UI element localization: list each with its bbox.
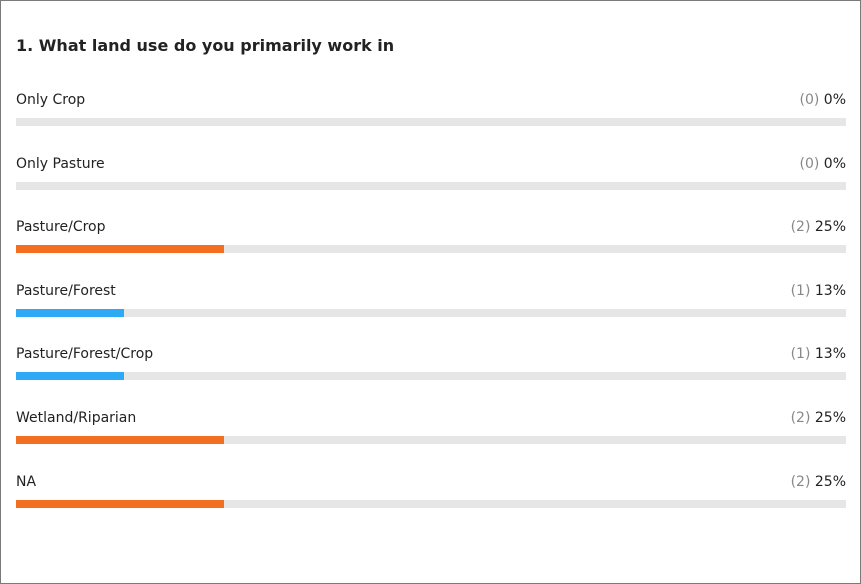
result-bar-fill: [16, 245, 224, 253]
result-bar-fill: [16, 372, 124, 380]
option-label: Wetland/Riparian: [16, 410, 137, 426]
option-percent: 0%: [823, 156, 846, 172]
option-stats: (0) 0%: [799, 92, 846, 108]
option-count: (0): [799, 156, 820, 172]
option-label: Pasture/Crop: [16, 219, 106, 235]
option-percent: 25%: [814, 474, 846, 490]
option-label: Only Crop: [16, 92, 86, 108]
option-count: (1): [790, 346, 811, 362]
option-label: Pasture/Forest/Crop: [16, 346, 154, 362]
option-label: Only Pasture: [16, 156, 105, 172]
option-row-only-pasture: Only Pasture (0) 0%: [16, 156, 846, 196]
option-percent: 25%: [814, 410, 846, 426]
question-title: 1. What land use do you primarily work i…: [16, 36, 395, 55]
option-count: (2): [790, 474, 811, 490]
option-row-pasture-forest: Pasture/Forest (1) 13%: [16, 283, 846, 323]
result-bar-track: [16, 182, 846, 190]
option-label: Pasture/Forest: [16, 283, 116, 299]
option-stats: (2) 25%: [791, 474, 846, 490]
option-count: (2): [790, 410, 811, 426]
option-percent: 13%: [814, 283, 846, 299]
option-row-pasture-crop: Pasture/Crop (2) 25%: [16, 219, 846, 259]
option-row-pasture-forest-crop: Pasture/Forest/Crop (1) 13%: [16, 346, 846, 386]
result-bar-track: [16, 309, 846, 317]
option-stats: (1) 13%: [791, 283, 846, 299]
option-stats: (2) 25%: [791, 219, 846, 235]
option-label: NA: [16, 474, 37, 490]
result-bar-fill: [16, 309, 124, 317]
option-count: (1): [790, 283, 811, 299]
result-bar-track: [16, 500, 846, 508]
option-percent: 0%: [823, 92, 846, 108]
option-stats: (0) 0%: [799, 156, 846, 172]
option-count: (0): [799, 92, 820, 108]
result-bar-track: [16, 372, 846, 380]
result-bar-track: [16, 436, 846, 444]
option-percent: 13%: [814, 346, 846, 362]
option-stats: (2) 25%: [791, 410, 846, 426]
option-row-na: NA (2) 25%: [16, 474, 846, 514]
result-bar-fill: [16, 500, 224, 508]
result-bar-track: [16, 118, 846, 126]
option-percent: 25%: [814, 219, 846, 235]
option-count: (2): [790, 219, 811, 235]
option-row-only-crop: Only Crop (0) 0%: [16, 92, 846, 132]
result-bar-fill: [16, 436, 224, 444]
result-bar-track: [16, 245, 846, 253]
option-row-wetland-riparian: Wetland/Riparian (2) 25%: [16, 410, 846, 450]
option-stats: (1) 13%: [791, 346, 846, 362]
